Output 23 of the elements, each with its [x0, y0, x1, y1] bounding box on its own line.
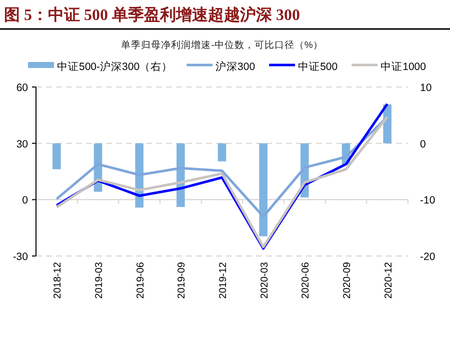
- x-tick-label: 2019-12: [218, 262, 229, 299]
- y-tick-label: -30: [12, 251, 28, 263]
- x-tick-label: 2020-06: [300, 262, 312, 299]
- x-tick-label: 2018-12: [52, 262, 64, 299]
- y-tick-label: 30: [16, 138, 28, 150]
- y-tick-label: 0: [22, 194, 28, 207]
- x-tick-label: 2019-09: [176, 262, 188, 299]
- y2-tick-label: 0: [420, 138, 426, 150]
- x-tick-label: 2019-06: [135, 262, 146, 299]
- chart-subtitle: 单季归母净利润增速-中位数，可比口径（%）: [121, 39, 323, 51]
- y2-tick-label: -20: [420, 251, 436, 263]
- y-tick-label: 60: [16, 82, 28, 94]
- legend-label: 中证1000: [380, 60, 426, 73]
- chart-title: 图 5：中证 500 单季盈利增速超越沪深 300: [4, 5, 300, 24]
- legend-label: 中证500-沪深300（右）: [57, 60, 173, 73]
- x-tick-label: 2020-09: [342, 262, 353, 299]
- x-tick-label: 2020-03: [259, 262, 270, 299]
- x-tick-label: 2019-03: [94, 262, 105, 299]
- y2-tick-label: 10: [420, 82, 432, 94]
- y2-tick-label: -10: [420, 194, 436, 207]
- x-tick-label: 2020-12: [383, 262, 394, 299]
- legend-label: 沪深300: [216, 60, 256, 73]
- legend-label: 中证500: [298, 60, 338, 73]
